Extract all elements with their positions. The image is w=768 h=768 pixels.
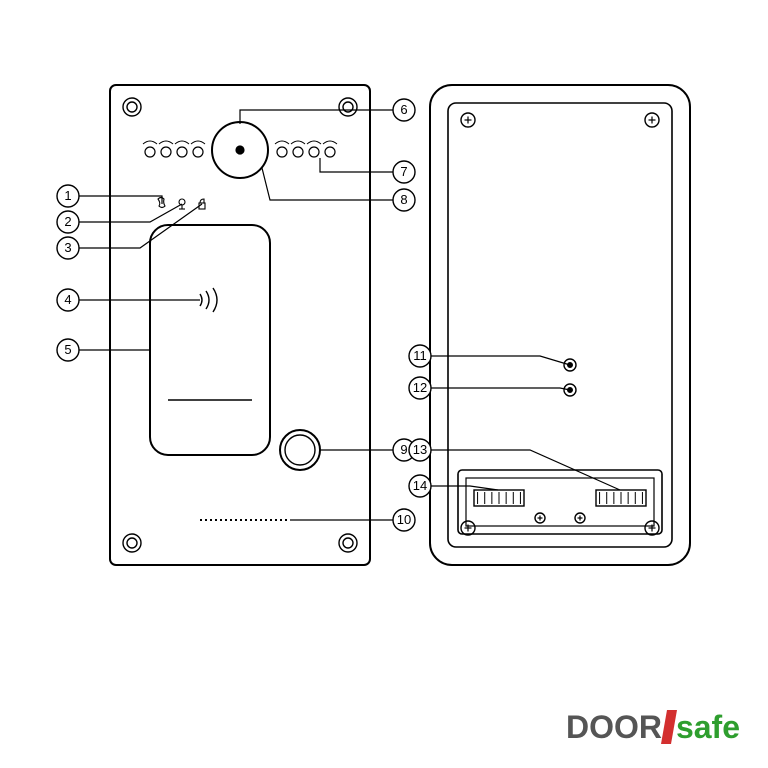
brand-logo: DOOR safe (566, 709, 740, 746)
svg-text:2: 2 (64, 214, 71, 229)
svg-text:14: 14 (413, 478, 427, 493)
logo-bar-icon (661, 710, 677, 744)
svg-text:13: 13 (413, 442, 427, 457)
intercom-diagram: 1234567891011121314 (0, 0, 768, 768)
svg-text:8: 8 (400, 192, 407, 207)
svg-text:5: 5 (64, 342, 71, 357)
svg-text:12: 12 (413, 380, 427, 395)
svg-text:10: 10 (397, 512, 411, 527)
logo-safe: safe (676, 709, 740, 745)
svg-text:3: 3 (64, 240, 71, 255)
logo-door: DOOR (566, 709, 662, 745)
svg-text:7: 7 (400, 164, 407, 179)
svg-text:11: 11 (413, 348, 427, 363)
svg-text:9: 9 (400, 442, 407, 457)
svg-text:1: 1 (64, 188, 71, 203)
svg-text:6: 6 (400, 102, 407, 117)
svg-text:4: 4 (64, 292, 71, 307)
